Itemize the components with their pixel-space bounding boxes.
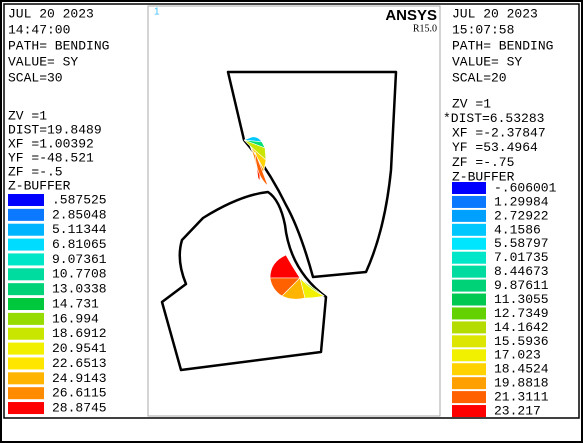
legend-label: 14.731: [52, 296, 99, 311]
legend-label: 7.01735: [494, 250, 549, 265]
header-line: SCAL=20: [452, 70, 507, 85]
legend-label: -.606001: [494, 180, 557, 195]
header-line: JUL 20 2023: [8, 6, 94, 21]
legend-label: 9.87611: [494, 278, 549, 293]
view-line: YF =53.4964: [452, 140, 538, 155]
legend-label: 2.72922: [494, 208, 549, 223]
header-line: 14:47:00: [8, 22, 70, 37]
view-line: ZV =1: [452, 96, 491, 111]
legend-label: 28.8745: [52, 400, 107, 415]
legend-label: .587525: [52, 192, 107, 207]
legend-swatch: [8, 343, 44, 355]
legend-swatch: [8, 253, 44, 265]
legend-label: 2.85048: [52, 207, 107, 222]
legend-label: 13.0338: [52, 282, 107, 297]
legend-swatch: [452, 294, 486, 306]
legend-swatch: [452, 182, 486, 194]
legend-label: 18.6912: [52, 326, 107, 341]
legend-label: 26.6115: [52, 386, 107, 401]
header-line: VALUE= SY: [8, 54, 78, 69]
legend-swatch: [8, 209, 44, 221]
legend-label: 6.81065: [52, 237, 107, 252]
view-line: Z-BUFFER: [8, 178, 71, 193]
window-number: 1: [154, 7, 160, 18]
legend-label: 12.7349: [494, 306, 549, 321]
legend-label: 22.6513: [52, 356, 107, 371]
legend-swatch: [452, 377, 486, 389]
brand: ANSYS: [385, 7, 437, 24]
version: R15.0: [413, 23, 437, 34]
legend-label: 10.7708: [52, 267, 107, 282]
legend-swatch: [452, 238, 486, 250]
legend-label: 23.217: [494, 403, 541, 418]
legend-swatch: [452, 335, 486, 347]
legend-label: 19.8818: [494, 376, 549, 391]
legend-swatch: [452, 252, 486, 264]
legend-swatch: [452, 321, 486, 333]
legend-label: 15.5936: [494, 334, 549, 349]
legend-label: 5.11344: [52, 222, 107, 237]
header-line: PATH= BENDING: [452, 38, 553, 53]
legend-label: 11.3055: [494, 292, 549, 307]
view-line: ZF =-.5: [8, 164, 63, 179]
legend-label: 17.023: [494, 348, 541, 363]
legend-label: 14.1642: [494, 320, 549, 335]
legend-swatch: [452, 210, 486, 222]
view-line: XF =1.00392: [8, 136, 94, 151]
legend-swatch: [452, 280, 486, 292]
legend-swatch: [8, 387, 44, 399]
legend-swatch: [8, 402, 44, 414]
legend-swatch: [452, 391, 486, 403]
legend-swatch: [452, 405, 486, 417]
view-line: *DIST=6.53283: [443, 111, 544, 126]
legend-label: 20.9541: [52, 341, 107, 356]
header-line: VALUE= SY: [452, 54, 522, 69]
legend-swatch: [8, 372, 44, 384]
legend-swatch: [8, 283, 44, 295]
legend-swatch: [452, 196, 486, 208]
legend-swatch: [8, 328, 44, 340]
legend-swatch: [8, 357, 44, 369]
legend-swatch: [8, 313, 44, 325]
legend-label: 4.1586: [494, 222, 541, 237]
legend-label: 1.29984: [494, 194, 549, 209]
legend-swatch: [8, 239, 44, 251]
header-line: PATH= BENDING: [8, 38, 109, 53]
legend-swatch: [8, 194, 44, 206]
legend-label: 5.58797: [494, 236, 549, 251]
legend-label: 16.994: [52, 311, 99, 326]
legend-label: 21.3111: [494, 390, 549, 405]
view-line: ZV =1: [8, 108, 47, 123]
header-line: SCAL=30: [8, 70, 63, 85]
legend-swatch: [8, 298, 44, 310]
view-line: ZF =-.75: [452, 155, 514, 170]
legend-label: 8.44673: [494, 264, 549, 279]
view-line: XF =-2.37847: [452, 126, 546, 141]
view-line: DIST=19.8489: [8, 122, 102, 137]
legend-swatch: [8, 268, 44, 280]
legend-swatch: [452, 349, 486, 361]
legend-swatch: [8, 224, 44, 236]
legend-label: 9.07361: [52, 252, 107, 267]
header-line: JUL 20 2023: [452, 6, 538, 21]
legend-swatch: [452, 266, 486, 278]
legend-swatch: [452, 307, 486, 319]
legend-swatch: [452, 224, 486, 236]
legend-label: 18.4524: [494, 362, 549, 377]
header-line: 15:07:58: [452, 22, 514, 37]
legend-label: 24.9143: [52, 371, 107, 386]
legend-swatch: [452, 363, 486, 375]
screen: 1 ANSYS R15.0 JUL 20 202314:47:00PATH= B…: [0, 0, 583, 443]
view-line: YF =-48.521: [8, 150, 94, 165]
